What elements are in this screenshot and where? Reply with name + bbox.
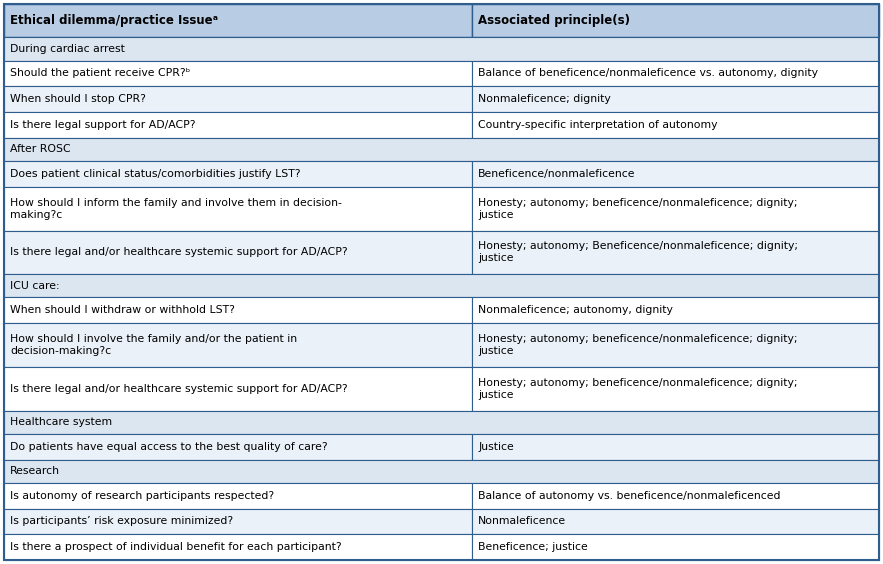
Text: Healthcare system: Healthcare system (10, 417, 112, 428)
Text: Beneficence/nonmaleficence: Beneficence/nonmaleficence (478, 169, 636, 179)
Bar (4, 112, 472, 138)
Text: Justice: Justice (478, 442, 514, 452)
Bar (4, 187, 472, 231)
Bar (472, 86, 879, 112)
Text: Nonmaleficence: Nonmaleficence (478, 517, 566, 526)
Bar (4, 161, 472, 187)
Text: Is there legal support for AD/ACP?: Is there legal support for AD/ACP? (10, 120, 195, 130)
Text: Is participants’ risk exposure minimized?: Is participants’ risk exposure minimized… (10, 517, 233, 526)
Bar (4, 37, 879, 60)
Text: Nonmaleficence; dignity: Nonmaleficence; dignity (478, 94, 611, 104)
Text: Nonmaleficence; autonomy, dignity: Nonmaleficence; autonomy, dignity (478, 305, 673, 315)
Bar (472, 483, 879, 509)
Bar (4, 509, 472, 534)
Text: Beneficence; justice: Beneficence; justice (478, 542, 588, 552)
Bar (4, 323, 472, 367)
Text: Honesty; autonomy; beneficence/nonmaleficence; dignity;
justice: Honesty; autonomy; beneficence/nonmalefi… (478, 378, 797, 400)
Text: Is autonomy of research participants respected?: Is autonomy of research participants res… (10, 491, 274, 501)
Text: Is there legal and/or healthcare systemic support for AD/ACP?: Is there legal and/or healthcare systemi… (10, 384, 348, 394)
Bar (4, 231, 472, 274)
Bar (4, 534, 472, 560)
Text: Is there a prospect of individual benefit for each participant?: Is there a prospect of individual benefi… (10, 542, 342, 552)
Text: Honesty; autonomy; beneficence/nonmaleficence; dignity;
justice: Honesty; autonomy; beneficence/nonmalefi… (478, 197, 797, 219)
Bar (472, 323, 879, 367)
Text: After ROSC: After ROSC (10, 144, 71, 155)
Text: Is there legal and/or healthcare systemic support for AD/ACP?: Is there legal and/or healthcare systemi… (10, 248, 348, 257)
Bar (4, 460, 879, 483)
Bar (4, 297, 472, 323)
Text: During cardiac arrest: During cardiac arrest (10, 44, 125, 54)
Bar (4, 138, 879, 161)
Text: Honesty; autonomy; Beneficence/nonmaleficence; dignity;
justice: Honesty; autonomy; Beneficence/nonmalefi… (478, 241, 798, 263)
Text: When should I stop CPR?: When should I stop CPR? (10, 94, 146, 104)
Text: Balance of beneficence/nonmaleficence vs. autonomy, dignity: Balance of beneficence/nonmaleficence vs… (478, 68, 819, 78)
Text: How should I involve the family and/or the patient in
decision-making?c: How should I involve the family and/or t… (10, 334, 297, 356)
Text: Research: Research (10, 466, 60, 476)
Bar (4, 411, 879, 434)
Text: When should I withdraw or withhold LST?: When should I withdraw or withhold LST? (10, 305, 235, 315)
Bar (472, 187, 879, 231)
Bar (472, 4, 879, 37)
Text: Should the patient receive CPR?ᵇ: Should the patient receive CPR?ᵇ (10, 68, 190, 78)
Text: Ethical dilemma/practice Issueᵃ: Ethical dilemma/practice Issueᵃ (10, 14, 218, 27)
Bar (472, 161, 879, 187)
Bar (4, 483, 472, 509)
Bar (4, 434, 472, 460)
Text: Associated principle(s): Associated principle(s) (478, 14, 630, 27)
Text: Do patients have equal access to the best quality of care?: Do patients have equal access to the bes… (10, 442, 328, 452)
Text: Does patient clinical status/comorbidities justify LST?: Does patient clinical status/comorbiditi… (10, 169, 300, 179)
Bar (472, 509, 879, 534)
Text: How should I inform the family and involve them in decision-
making?c: How should I inform the family and invol… (10, 197, 342, 219)
Text: Honesty; autonomy; beneficence/nonmaleficence; dignity;
justice: Honesty; autonomy; beneficence/nonmalefi… (478, 334, 797, 356)
Text: Country-specific interpretation of autonomy: Country-specific interpretation of auton… (478, 120, 718, 130)
Bar (4, 86, 472, 112)
Bar (472, 367, 879, 411)
Bar (4, 274, 879, 297)
Bar (472, 231, 879, 274)
Bar (472, 112, 879, 138)
Text: Balance of autonomy vs. beneficence/nonmaleficenced: Balance of autonomy vs. beneficence/nonm… (478, 491, 781, 501)
Bar (472, 60, 879, 86)
Bar (472, 434, 879, 460)
Bar (472, 297, 879, 323)
Bar (472, 534, 879, 560)
Text: ICU care:: ICU care: (10, 281, 60, 291)
Bar (4, 60, 472, 86)
Bar (4, 4, 472, 37)
Bar (4, 367, 472, 411)
